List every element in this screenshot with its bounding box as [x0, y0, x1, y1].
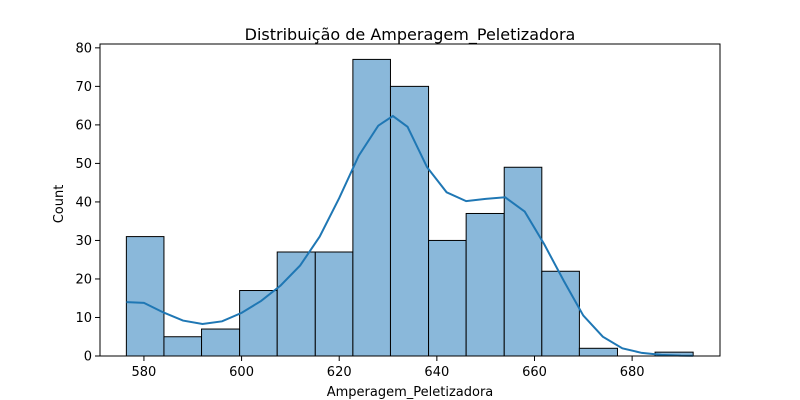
y-axis-ticks: 0 10 20 30 40 50 60 70 80 [75, 41, 100, 365]
x-tick-label: 580 [132, 365, 157, 380]
histogram-bar [163, 336, 203, 357]
histogram-bar [276, 251, 316, 357]
y-tick-label: 50 [75, 157, 92, 172]
histogram-bar [428, 239, 467, 357]
kde-line [126, 114, 694, 357]
x-tick-label: 600 [229, 365, 254, 380]
histogram-bar [314, 251, 354, 357]
histogram-bar [239, 290, 278, 357]
histogram-bar [503, 166, 543, 357]
x-tick-label: 620 [327, 365, 352, 380]
y-tick-label: 70 [75, 80, 92, 95]
histogram-bar [125, 236, 165, 357]
histogram-bar [389, 85, 430, 357]
x-axis-ticks: 580 600 620 640 660 680 [132, 356, 645, 380]
y-tick-label: 60 [75, 118, 92, 133]
x-tick-label: 640 [424, 365, 449, 380]
x-tick-label: 680 [620, 365, 645, 380]
histogram-bar [541, 270, 580, 357]
chart-title: Distribuição de Amperagem_Peletizadora [245, 25, 576, 45]
histogram-bar [465, 212, 505, 357]
y-tick-label: 40 [75, 195, 92, 210]
histogram-bar [352, 58, 391, 357]
y-tick-label: 10 [75, 311, 92, 326]
y-tick-label: 30 [75, 234, 92, 249]
histogram-bar [578, 347, 618, 357]
bars-group [125, 58, 694, 357]
y-tick-label: 0 [84, 350, 92, 365]
y-axis-label: Count [52, 185, 67, 224]
y-tick-label: 80 [75, 41, 92, 56]
y-tick-label: 20 [75, 272, 92, 287]
x-axis-label: Amperagem_Peletizadora [327, 385, 494, 400]
x-tick-label: 660 [522, 365, 547, 380]
histogram-bar [201, 328, 241, 357]
axes-frame [99, 43, 721, 357]
